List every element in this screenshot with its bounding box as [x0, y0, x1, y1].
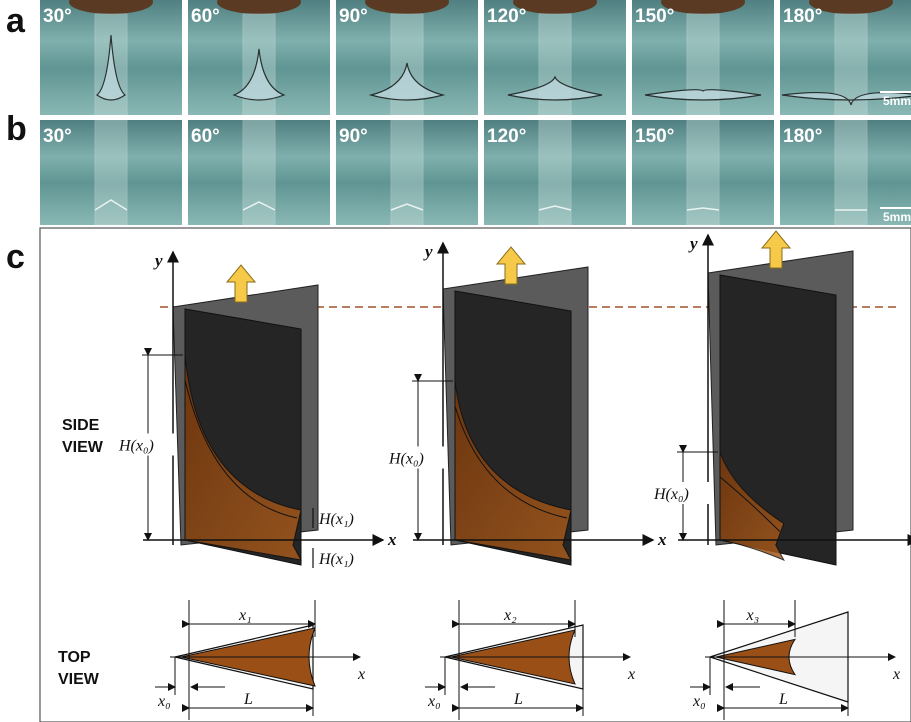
- length-label: L: [513, 691, 523, 708]
- x-axis-label: x: [387, 530, 397, 549]
- glass-plate: [539, 14, 571, 129]
- photo: 150°: [632, 0, 774, 129]
- photo: 90°: [336, 0, 478, 129]
- angle-label: 30°: [43, 126, 72, 147]
- offset-label: x₀: [692, 693, 706, 710]
- glass-plate: [391, 120, 423, 225]
- angle-label: 90°: [339, 6, 368, 27]
- figure: a b c SIDE VIEW TOP VIEW 30° 60° 90° 120° 15…: [0, 0, 911, 722]
- angle-label: 30°: [43, 6, 72, 27]
- span-label: x₂: [503, 607, 517, 624]
- glass-plate: [835, 14, 867, 129]
- offset-label: x₀: [427, 693, 441, 710]
- photo: 150°: [632, 120, 774, 225]
- scale-bar-label: 5mm: [883, 210, 911, 224]
- angle-label: 180°: [783, 126, 822, 147]
- span-label: x₃: [746, 607, 760, 624]
- top-axis-label: x: [627, 666, 635, 683]
- angle-label: 90°: [339, 126, 368, 147]
- side-view: y x H(x₀): [388, 242, 667, 565]
- scale-bar-label: 5mm: [883, 94, 911, 108]
- x-axis-label: x: [657, 530, 667, 549]
- height-label: H(x₀): [388, 451, 424, 468]
- photo: 120°: [484, 0, 626, 129]
- span-label: x₁: [238, 607, 252, 624]
- panel-label: a: [6, 2, 26, 40]
- side-view: y x H(x₀): [653, 231, 911, 565]
- panel-label: c: [6, 238, 25, 276]
- photo: 30°: [40, 0, 182, 129]
- photo: 60°: [188, 120, 330, 225]
- angle-label: 60°: [191, 126, 220, 147]
- side-view: y x H(x₀) H(x₁) H(x₁): [118, 251, 397, 568]
- top-view: x x₁ Lx₀: [155, 600, 365, 720]
- angle-label: 120°: [487, 126, 526, 147]
- panel-label: b: [6, 110, 27, 148]
- height-label: H(x₀): [118, 438, 154, 455]
- top-axis-label: x: [892, 666, 900, 683]
- height-label: H(x₀): [653, 486, 689, 503]
- y-axis-label: y: [688, 234, 698, 253]
- photo: 120°: [484, 120, 626, 225]
- angle-label: 150°: [635, 126, 674, 147]
- edge-label: H(x₁): [318, 551, 354, 568]
- length-label: L: [778, 691, 788, 708]
- angle-label: 150°: [635, 6, 674, 27]
- top-view: x x₂ Lx₀: [425, 600, 635, 720]
- y-axis-label: y: [153, 251, 163, 270]
- top-view-label: TOP: [58, 649, 91, 666]
- angle-label: 120°: [487, 6, 526, 27]
- glass-plate: [687, 14, 719, 129]
- photo: 180° 5mm: [780, 0, 911, 129]
- y-axis-label: y: [423, 242, 433, 261]
- side-view-label: SIDE: [62, 417, 100, 434]
- top-view-label: VIEW: [58, 671, 100, 688]
- length-label: L: [243, 691, 253, 708]
- top-view: x x₃ Lx₀: [690, 600, 900, 720]
- edge-label: H(x₁): [318, 511, 354, 528]
- photo: 90°: [336, 120, 478, 225]
- photo: 60°: [188, 0, 330, 129]
- side-view-label: VIEW: [62, 439, 104, 456]
- glass-plate: [95, 120, 127, 225]
- top-axis-label: x: [357, 666, 365, 683]
- glass-plate: [243, 120, 275, 225]
- angle-label: 60°: [191, 6, 220, 27]
- offset-label: x₀: [157, 693, 171, 710]
- angle-label: 180°: [783, 6, 822, 27]
- photo: 180° 5mm: [780, 120, 911, 225]
- photo: 30°: [40, 120, 182, 225]
